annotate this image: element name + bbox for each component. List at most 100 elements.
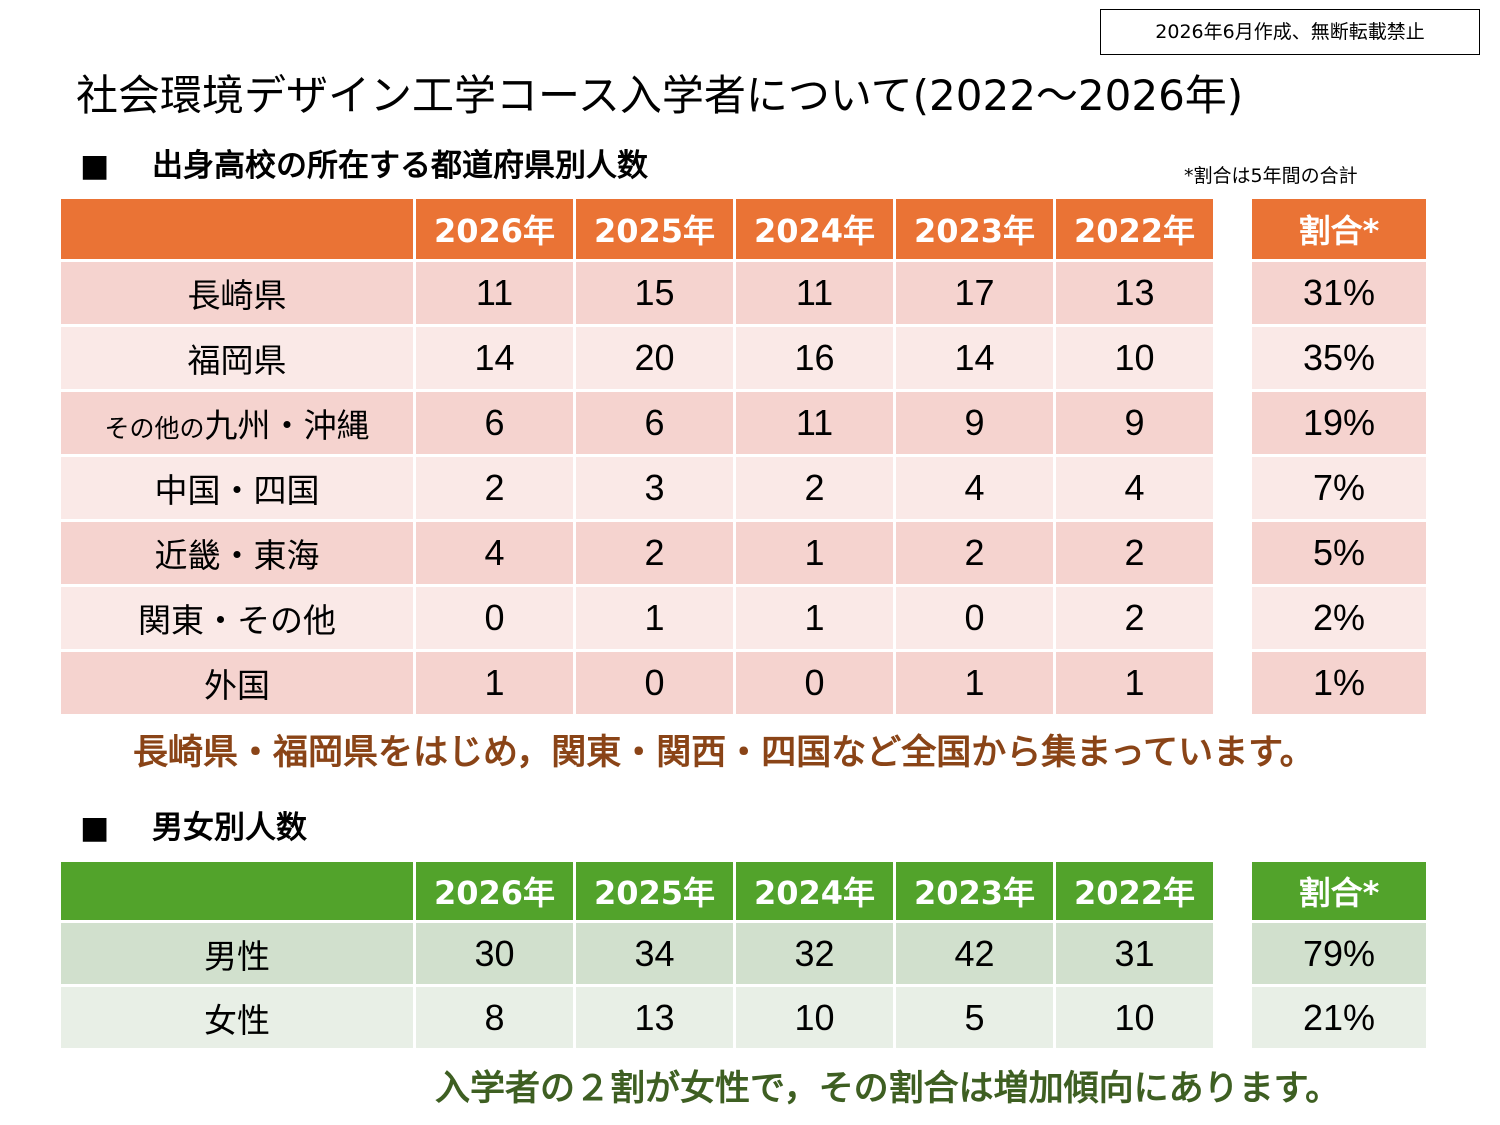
value-cell: 34 bbox=[576, 923, 733, 984]
row-label-main: 九州・沖縄 bbox=[204, 406, 370, 445]
value-cell: 5 bbox=[896, 987, 1053, 1048]
table-row: その他の九州・沖縄 6 6 11 9 9 19% bbox=[61, 392, 1426, 454]
value-cell: 15 bbox=[576, 262, 733, 324]
column-gap bbox=[1216, 987, 1249, 1048]
gender-table: 2026年 2025年 2024年 2023年 2022年 割合* 男性 30 … bbox=[58, 859, 1429, 1051]
row-label: 近畿・東海 bbox=[61, 522, 413, 584]
table-row: 中国・四国 2 3 2 4 4 7% bbox=[61, 457, 1426, 519]
ratio-cell: 7% bbox=[1252, 457, 1426, 519]
ratio-note: *割合は5年間の合計 bbox=[1184, 165, 1358, 187]
section-heading-prefecture: ■ 出身高校の所在する都道府県別人数 bbox=[80, 146, 648, 186]
value-cell: 30 bbox=[416, 923, 573, 984]
value-cell: 6 bbox=[416, 392, 573, 454]
table-header-row: 2026年 2025年 2024年 2023年 2022年 割合* bbox=[61, 199, 1426, 259]
value-cell: 2 bbox=[416, 457, 573, 519]
value-cell: 31 bbox=[1056, 923, 1213, 984]
value-cell: 1 bbox=[1056, 652, 1213, 714]
page-title: 社会環境デザイン工学コース入学者について(2022～2026年) bbox=[76, 71, 1244, 120]
value-cell: 1 bbox=[736, 522, 893, 584]
column-gap bbox=[1216, 327, 1249, 389]
value-cell: 10 bbox=[736, 987, 893, 1048]
value-cell: 11 bbox=[736, 392, 893, 454]
header-year: 2022年 bbox=[1056, 862, 1213, 920]
value-cell: 10 bbox=[1056, 327, 1213, 389]
value-cell: 32 bbox=[736, 923, 893, 984]
value-cell: 0 bbox=[576, 652, 733, 714]
value-cell: 2 bbox=[576, 522, 733, 584]
table-row: 長崎県 11 15 11 17 13 31% bbox=[61, 262, 1426, 324]
header-year: 2022年 bbox=[1056, 199, 1213, 259]
row-label: 外国 bbox=[61, 652, 413, 714]
value-cell: 17 bbox=[896, 262, 1053, 324]
value-cell: 0 bbox=[416, 587, 573, 649]
ratio-cell: 19% bbox=[1252, 392, 1426, 454]
column-gap bbox=[1216, 199, 1249, 259]
row-label: 中国・四国 bbox=[61, 457, 413, 519]
prefecture-table: 2026年 2025年 2024年 2023年 2022年 割合* 長崎県 11… bbox=[58, 196, 1429, 717]
value-cell: 0 bbox=[896, 587, 1053, 649]
value-cell: 14 bbox=[416, 327, 573, 389]
header-blank-cell bbox=[61, 862, 413, 920]
value-cell: 42 bbox=[896, 923, 1053, 984]
value-cell: 10 bbox=[1056, 987, 1213, 1048]
value-cell: 9 bbox=[896, 392, 1053, 454]
square-bullet-icon: ■ bbox=[80, 148, 110, 184]
row-label: 福岡県 bbox=[61, 327, 413, 389]
value-cell: 13 bbox=[576, 987, 733, 1048]
column-gap bbox=[1216, 262, 1249, 324]
header-year: 2023年 bbox=[896, 199, 1053, 259]
header-year: 2026年 bbox=[416, 199, 573, 259]
header-year: 2025年 bbox=[576, 199, 733, 259]
column-gap bbox=[1216, 522, 1249, 584]
header-year: 2023年 bbox=[896, 862, 1053, 920]
value-cell: 1 bbox=[576, 587, 733, 649]
row-label: 長崎県 bbox=[61, 262, 413, 324]
value-cell: 3 bbox=[576, 457, 733, 519]
column-gap bbox=[1216, 862, 1249, 920]
value-cell: 4 bbox=[416, 522, 573, 584]
section-title: 男女別人数 bbox=[152, 810, 307, 846]
ratio-cell: 21% bbox=[1252, 987, 1426, 1048]
table-row: 外国 1 0 0 1 1 1% bbox=[61, 652, 1426, 714]
value-cell: 2 bbox=[736, 457, 893, 519]
ratio-cell: 31% bbox=[1252, 262, 1426, 324]
value-cell: 13 bbox=[1056, 262, 1213, 324]
square-bullet-icon: ■ bbox=[80, 810, 110, 846]
row-label: 女性 bbox=[61, 987, 413, 1048]
value-cell: 16 bbox=[736, 327, 893, 389]
header-ratio: 割合* bbox=[1252, 862, 1426, 920]
value-cell: 1 bbox=[896, 652, 1053, 714]
row-label: その他の九州・沖縄 bbox=[61, 392, 413, 454]
ratio-cell: 79% bbox=[1252, 923, 1426, 984]
row-label: 関東・その他 bbox=[61, 587, 413, 649]
value-cell: 2 bbox=[1056, 522, 1213, 584]
value-cell: 9 bbox=[1056, 392, 1213, 454]
ratio-cell: 2% bbox=[1252, 587, 1426, 649]
value-cell: 0 bbox=[736, 652, 893, 714]
section-heading-gender: ■ 男女別人数 bbox=[80, 808, 307, 848]
value-cell: 1 bbox=[736, 587, 893, 649]
header-year: 2026年 bbox=[416, 862, 573, 920]
value-cell: 11 bbox=[736, 262, 893, 324]
value-cell: 6 bbox=[576, 392, 733, 454]
value-cell: 4 bbox=[896, 457, 1053, 519]
value-cell: 4 bbox=[1056, 457, 1213, 519]
value-cell: 8 bbox=[416, 987, 573, 1048]
column-gap bbox=[1216, 392, 1249, 454]
value-cell: 1 bbox=[416, 652, 573, 714]
header-year: 2024年 bbox=[736, 862, 893, 920]
ratio-cell: 5% bbox=[1252, 522, 1426, 584]
column-gap bbox=[1216, 923, 1249, 984]
table-row: 男性 30 34 32 42 31 79% bbox=[61, 923, 1426, 984]
header-year: 2024年 bbox=[736, 199, 893, 259]
gender-summary: 入学者の２割が女性で，その割合は増加傾向にあります。 bbox=[435, 1069, 1341, 1109]
copyright-notice: 2026年6月作成、無断転載禁止 bbox=[1100, 9, 1480, 55]
prefecture-summary: 長崎県・福岡県をはじめ，関東・関西・四国など全国から集まっています。 bbox=[133, 733, 1315, 773]
header-blank-cell bbox=[61, 199, 413, 259]
table-row: 女性 8 13 10 5 10 21% bbox=[61, 987, 1426, 1048]
value-cell: 14 bbox=[896, 327, 1053, 389]
table-row: 福岡県 14 20 16 14 10 35% bbox=[61, 327, 1426, 389]
header-year: 2025年 bbox=[576, 862, 733, 920]
ratio-cell: 1% bbox=[1252, 652, 1426, 714]
row-label: 男性 bbox=[61, 923, 413, 984]
